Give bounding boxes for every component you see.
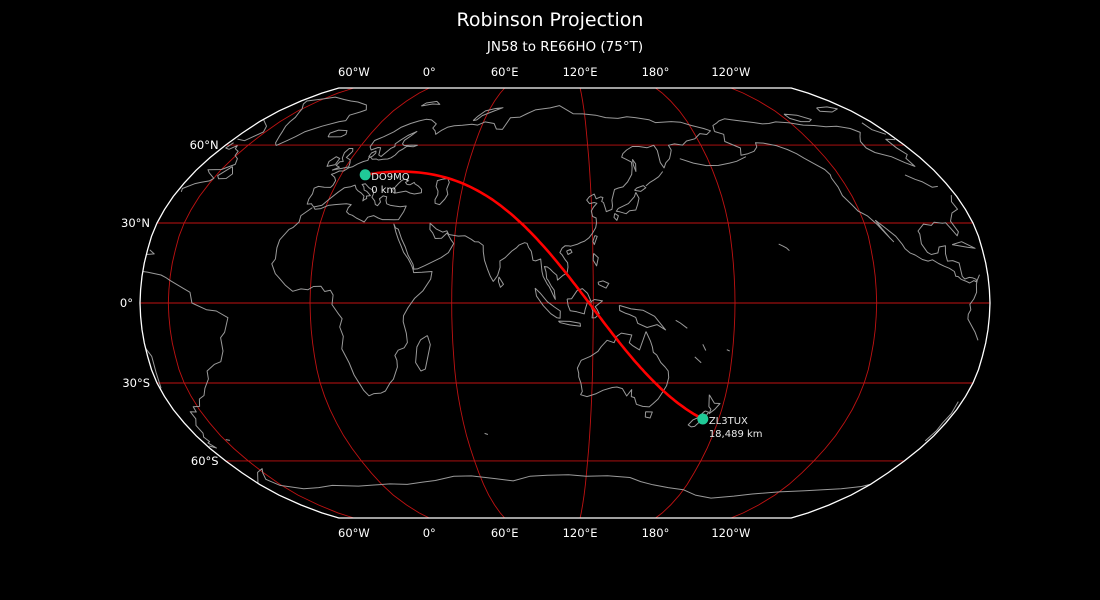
top-tick-0: 60°W: [338, 65, 370, 79]
marker-do9mq: [359, 169, 371, 181]
top-tick-2: 60°E: [490, 65, 519, 79]
bottom-tick-1: 0°: [422, 526, 436, 540]
marker-label-distance: 0 km: [371, 184, 397, 196]
bottom-tick-3: 120°E: [562, 526, 598, 540]
marker-zl3tux: [697, 413, 709, 425]
left-tick-1: 30°N: [121, 216, 150, 231]
coastlines: [142, 96, 980, 499]
left-tick-4: 60°S: [190, 453, 219, 468]
great-circle-path: [363, 170, 705, 421]
top-tick-4: 180°: [641, 65, 670, 79]
bottom-tick-2: 60°E: [490, 526, 519, 540]
marker-label-distance: 18,489 km: [708, 428, 763, 440]
bottom-tick-0: 60°W: [338, 526, 370, 540]
marker-label-callsign: DO9MQ: [371, 171, 410, 183]
left-tick-0: 60°N: [189, 138, 219, 153]
map-boundary: [139, 87, 991, 519]
bottom-tick-4: 180°: [641, 526, 670, 540]
top-tick-5: 120°W: [711, 65, 751, 79]
bottom-tick-5: 120°W: [711, 526, 751, 540]
map-subtitle: JN58 to RE66HO (75°T): [486, 39, 644, 55]
top-tick-3: 120°E: [562, 65, 598, 79]
left-tick-2: 0°: [119, 296, 133, 310]
map-title: Robinson Projection: [456, 9, 644, 31]
marker-label-callsign: ZL3TUX: [708, 415, 748, 427]
graticule-lines: [140, 87, 990, 519]
left-tick-3: 30°S: [122, 375, 150, 390]
top-tick-1: 0°: [422, 65, 436, 79]
